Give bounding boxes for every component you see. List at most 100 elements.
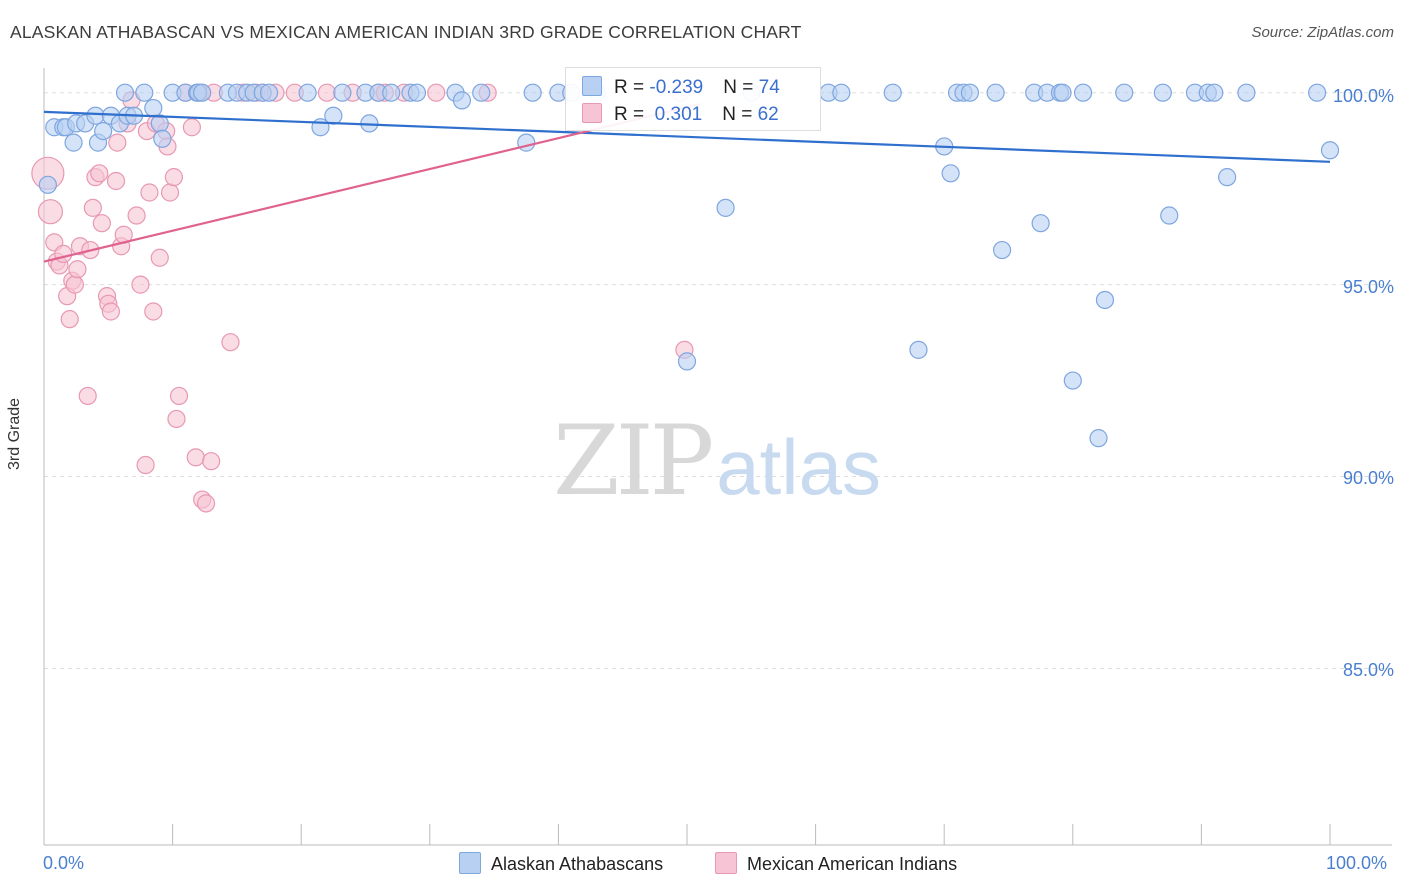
alaskan-athabascans-point [523, 83, 542, 102]
mexican-american-indians-point [131, 275, 150, 294]
alaskan-athabascans-point [941, 164, 960, 183]
mexican-american-indians-point [196, 494, 216, 513]
alaskan-athabascans-point [452, 91, 472, 110]
n-value: 62 [757, 104, 779, 125]
alaskan-athabascans-point [1160, 206, 1179, 225]
mexican-american-indians-point [68, 260, 87, 279]
alaskan-athabascans-point [1063, 371, 1082, 390]
alaskan-athabascans-point [324, 106, 343, 125]
mexican-american-indians-point [54, 244, 73, 264]
stats-legend-row-blue: R = -0.239 N = 74 [582, 76, 780, 99]
alaskan-athabascans-point [259, 83, 279, 102]
alaskan-athabascans-point [115, 83, 135, 102]
alaskan-athabascans-point [986, 83, 1005, 102]
alaskan-athabascans-point [517, 133, 536, 152]
n-label: N = [723, 77, 759, 98]
mexican-american-indians-point [92, 214, 111, 233]
mexican-american-indians-point [140, 183, 159, 202]
alaskan-athabascans-point [992, 240, 1012, 260]
alaskan-athabascans-point [716, 198, 735, 217]
y-tick-label: 90.0% [1342, 468, 1394, 488]
watermark-zip: ZIP [553, 405, 714, 517]
y-axis-label: 3rd Grade [6, 397, 23, 470]
gridlines [44, 92, 1392, 669]
mexican-american-indians-point [317, 83, 337, 102]
mexican-american-indians-point [83, 198, 102, 217]
alaskan-athabascans-point [472, 83, 491, 102]
chart-title: ALASKAN ATHABASCAN VS MEXICAN AMERICAN I… [10, 22, 802, 42]
alaskan-athabascans-point [193, 83, 212, 102]
stats-legend-row-pink: R = 0.301 N = 62 [582, 103, 779, 126]
mexican-american-indians-point [182, 118, 201, 137]
r-value: -0.239 [649, 77, 704, 98]
y-tick-label: 100.0% [1332, 86, 1394, 106]
alaskan-athabascans-point [909, 340, 928, 359]
mexican-american-indians-point [167, 409, 186, 429]
alaskan-athabascans-point [1031, 214, 1050, 233]
legend-item-mexican-american-indians[interactable]: Mexican American Indians [715, 852, 957, 875]
x-tick-label-max: 100.0% [1326, 853, 1388, 873]
alaskan-athabascans-points [38, 83, 1340, 448]
mexican-american-indians-point [127, 206, 146, 225]
mexican-american-indians-point [60, 310, 79, 329]
mexican-american-indians-point [101, 302, 120, 321]
alaskan-athabascans-point [144, 98, 163, 118]
alaskan-athabascans-point [333, 83, 352, 102]
mexican-american-indians-point [108, 133, 127, 152]
alaskan-athabascans-point [1237, 83, 1256, 102]
alaskan-athabascans-point [407, 83, 427, 102]
alaskan-athabascans-point [1320, 141, 1340, 160]
mexican-american-indians-point [37, 199, 64, 225]
alaskan-athabascans-point [1308, 83, 1327, 102]
axes [43, 68, 1392, 846]
source-label: Source: ZipAtlas.com [1251, 24, 1394, 41]
r-label: R = [614, 104, 650, 125]
alaskan-athabascans-point [832, 83, 851, 102]
mexican-american-indians-point [186, 448, 205, 467]
n-label: N = [722, 104, 758, 125]
r-label: R = [614, 77, 650, 98]
y-tick-label: 95.0% [1342, 277, 1394, 297]
alaskan-athabascans-point [64, 133, 83, 152]
alaskan-athabascans-point [677, 352, 697, 371]
mexican-american-indians-point [169, 386, 189, 406]
alaskan-athabascans-point [1089, 429, 1108, 448]
alaskan-athabascans-point [298, 83, 317, 102]
alaskan-athabascans-point [86, 106, 105, 125]
mexican-american-indians-point [202, 452, 221, 471]
alaskan-athabascans-point [1095, 290, 1115, 310]
watermark-atlas: atlas [716, 423, 881, 511]
mexican-american-indians-point [78, 386, 97, 406]
alaskan-athabascans-point [382, 83, 401, 102]
x-tick-label-min: 0.0% [43, 853, 85, 873]
legend-item-alaskan-athabascans[interactable]: Alaskan Athabascans [459, 852, 663, 875]
mexican-american-indians-point [144, 302, 163, 321]
mexican-american-indians-point [160, 183, 180, 202]
alaskan-athabascans-point [1205, 83, 1224, 102]
mexican-american-indians-point [150, 248, 169, 267]
alaskan-athabascans-point [1115, 83, 1134, 102]
alaskan-athabascans-point [153, 129, 172, 148]
blue-swatch [582, 76, 602, 96]
mexican-american-indians-point [65, 275, 84, 294]
n-value: 74 [758, 77, 780, 98]
legend-label: Mexican American Indians [747, 854, 958, 874]
alaskan-athabascans-point [135, 83, 154, 102]
mexican-american-indians-point [427, 83, 446, 102]
alaskan-athabascans-point [1053, 83, 1072, 102]
pink-swatch [715, 852, 737, 874]
alaskan-athabascans-point [1153, 83, 1172, 102]
alaskan-athabascans-point [38, 175, 57, 194]
alaskan-athabascans-point [94, 121, 113, 141]
mexican-american-indians-point [106, 171, 126, 191]
alaskan-athabascans-point [1218, 168, 1237, 187]
y-tick-label: 85.0% [1342, 660, 1394, 680]
alaskan-athabascans-point [960, 83, 980, 102]
mexican-american-indians-point [221, 333, 240, 352]
pink-swatch [582, 103, 602, 123]
blue-swatch [459, 852, 481, 874]
alaskan-athabascans-point [1073, 83, 1093, 102]
mexican-american-indians-point [136, 455, 155, 475]
mexican-american-indians-point [90, 164, 109, 183]
